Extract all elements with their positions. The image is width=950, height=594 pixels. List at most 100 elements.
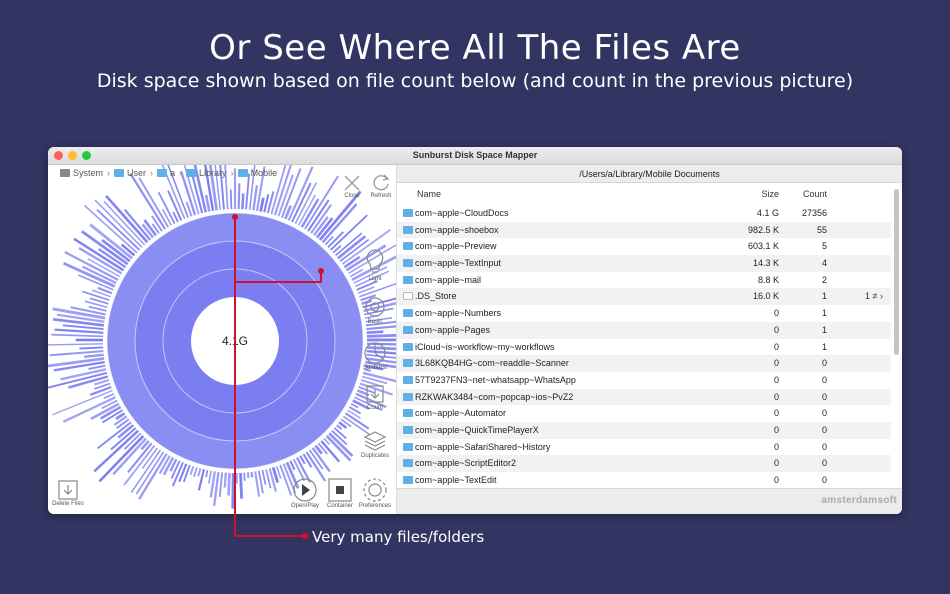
sunburst-segment[interactable] bbox=[182, 464, 191, 483]
sunburst-segment[interactable] bbox=[90, 402, 120, 421]
sunburst-segment[interactable] bbox=[213, 471, 220, 507]
sunburst-segment[interactable] bbox=[204, 194, 211, 212]
sunburst-segment[interactable] bbox=[338, 421, 348, 430]
sunburst-chart[interactable]: 4.1G bbox=[48, 165, 396, 514]
sunburst-segment[interactable] bbox=[141, 223, 154, 239]
sunburst-segment[interactable] bbox=[138, 177, 170, 228]
sunburst-segment[interactable] bbox=[62, 396, 117, 423]
sunburst-segment[interactable] bbox=[172, 211, 179, 223]
sunburst-segment[interactable] bbox=[245, 173, 250, 210]
sunburst-segment[interactable] bbox=[103, 200, 146, 246]
sunburst-segment[interactable] bbox=[250, 471, 254, 478]
sunburst-segment[interactable] bbox=[193, 467, 198, 478]
sunburst-segment[interactable] bbox=[180, 165, 200, 215]
sunburst-segment[interactable] bbox=[135, 451, 165, 495]
sunburst-segment[interactable] bbox=[68, 375, 109, 389]
sunburst-segment[interactable] bbox=[348, 406, 362, 415]
sunburst-segment[interactable] bbox=[98, 435, 145, 483]
sunburst-segment[interactable] bbox=[350, 403, 359, 409]
table-row[interactable]: RZKWAK3484~com~popcap~ios~PvZ2 0 0 bbox=[397, 388, 891, 406]
sunburst-segment[interactable] bbox=[361, 375, 388, 385]
sunburst-segment[interactable] bbox=[359, 282, 396, 298]
sunburst-segment[interactable] bbox=[163, 165, 189, 218]
sunburst-segment[interactable] bbox=[307, 199, 330, 232]
sunburst-segment[interactable] bbox=[366, 346, 396, 351]
sunburst-segment[interactable] bbox=[287, 166, 314, 221]
table-row[interactable]: com~apple~shoebox 982.5 K 55 bbox=[397, 221, 891, 239]
sunburst-segment[interactable] bbox=[339, 238, 370, 262]
table-row[interactable]: 57T9237FN3~net~whatsapp~WhatsApp 0 0 bbox=[397, 372, 891, 389]
sunburst-segment[interactable] bbox=[261, 469, 267, 485]
sunburst-segment[interactable] bbox=[292, 458, 306, 482]
sunburst-segment[interactable] bbox=[366, 333, 396, 338]
sunburst-segment[interactable] bbox=[151, 223, 160, 234]
column-size[interactable]: Size bbox=[761, 189, 779, 199]
sunburst-segment[interactable] bbox=[335, 232, 363, 257]
sunburst-segment[interactable] bbox=[344, 412, 370, 430]
row-duplicate-indicator[interactable]: 1 ≠ › bbox=[865, 291, 883, 302]
duplicates-button[interactable]: Duplicates bbox=[355, 429, 395, 459]
sunburst-segment[interactable] bbox=[218, 472, 224, 497]
sunburst-segment[interactable] bbox=[360, 294, 377, 302]
sunburst-segment[interactable] bbox=[266, 191, 275, 214]
sunburst-segment[interactable] bbox=[141, 447, 158, 469]
sunburst-segment[interactable] bbox=[300, 198, 320, 228]
sunburst-segment[interactable] bbox=[101, 238, 131, 263]
sunburst-segment[interactable] bbox=[282, 463, 297, 494]
sunburst-segment[interactable] bbox=[197, 469, 206, 491]
sunburst-segment[interactable] bbox=[138, 453, 168, 500]
sunburst-segment[interactable] bbox=[248, 165, 256, 210]
table-row[interactable]: 3L68KQB4HG~com~readdle~Scanner 0 0 bbox=[397, 355, 891, 372]
table-row[interactable]: com~apple~mail 8.8 K 2 bbox=[397, 272, 891, 289]
sunburst-segment[interactable] bbox=[246, 472, 250, 479]
sunburst-segment[interactable] bbox=[365, 320, 396, 327]
sunburst-segment[interactable] bbox=[219, 165, 225, 210]
table-row[interactable]: .DS_Store 16.0 K 1 1 ≠ › bbox=[397, 288, 891, 306]
sunburst-segment[interactable] bbox=[271, 466, 280, 484]
sunburst-segment[interactable] bbox=[205, 469, 209, 478]
open-play-button[interactable]: Open/Play bbox=[285, 477, 325, 509]
sunburst-segment[interactable] bbox=[317, 442, 328, 455]
sunburst-segment[interactable] bbox=[365, 357, 396, 364]
sunburst-segment[interactable] bbox=[237, 183, 241, 210]
container-button[interactable]: Container bbox=[320, 477, 360, 509]
sunburst-segment[interactable] bbox=[84, 300, 108, 309]
sunburst-segment[interactable] bbox=[243, 472, 246, 481]
sunburst-segment[interactable] bbox=[257, 470, 264, 494]
sunburst-segment[interactable] bbox=[224, 165, 229, 210]
sunburst-segment[interactable] bbox=[297, 194, 317, 226]
sunburst-segment[interactable] bbox=[353, 266, 388, 284]
sunburst-segment[interactable] bbox=[170, 460, 181, 479]
sunburst-segment[interactable] bbox=[284, 205, 293, 220]
sunburst-segment[interactable] bbox=[365, 317, 393, 323]
sunburst-segment[interactable] bbox=[51, 333, 104, 338]
sunburst-segment[interactable] bbox=[209, 471, 217, 498]
sunburst-button[interactable]: Sunburst bbox=[355, 341, 395, 371]
sunburst-segment[interactable] bbox=[48, 343, 104, 346]
sunburst-segment[interactable] bbox=[123, 445, 156, 486]
sunburst-segment[interactable] bbox=[89, 297, 109, 305]
sunburst-segment[interactable] bbox=[52, 307, 106, 320]
sunburst-segment[interactable] bbox=[127, 442, 153, 473]
sunburst-segment[interactable] bbox=[279, 464, 293, 496]
delete-files-button[interactable]: Delete Files bbox=[48, 479, 88, 507]
sunburst-segment[interactable] bbox=[270, 165, 287, 215]
sunburst-segment[interactable] bbox=[333, 427, 347, 440]
vertical-scrollbar[interactable] bbox=[894, 189, 899, 355]
sunburst-segment[interactable] bbox=[299, 455, 306, 465]
sunburst-segment[interactable] bbox=[116, 418, 130, 430]
sunburst-segment[interactable] bbox=[355, 392, 387, 409]
sunburst-segment[interactable] bbox=[357, 286, 375, 295]
sunburst-segment[interactable] bbox=[94, 199, 143, 248]
sunburst-segment[interactable] bbox=[275, 466, 282, 479]
sunburst-segment[interactable] bbox=[190, 172, 204, 214]
sunburst-segment[interactable] bbox=[103, 393, 115, 400]
sunburst-segment[interactable] bbox=[48, 372, 108, 389]
sunburst-segment[interactable] bbox=[63, 261, 116, 288]
table-row[interactable]: com~apple~Pages 0 1 bbox=[397, 321, 891, 339]
sunburst-segment[interactable] bbox=[208, 165, 219, 211]
table-row[interactable]: com~apple~CloudDocs 4.1 G 27356 bbox=[397, 205, 891, 222]
table-row[interactable]: com~apple~QuickTimePlayerX 0 0 bbox=[397, 421, 891, 439]
sunburst-segment[interactable] bbox=[273, 165, 296, 216]
sunburst-segment[interactable] bbox=[169, 458, 178, 472]
